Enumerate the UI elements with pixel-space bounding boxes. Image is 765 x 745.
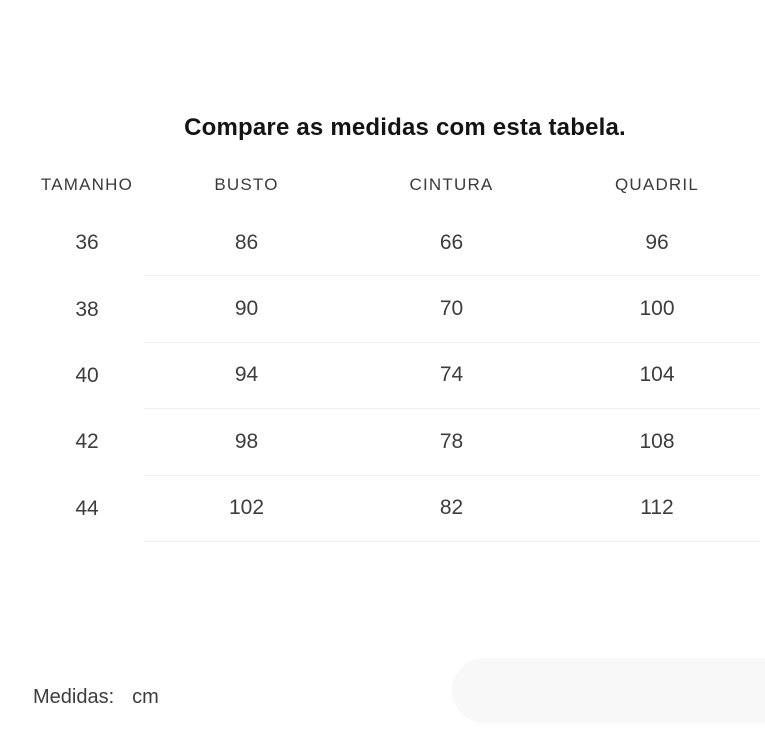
column-header-quadril: QUADRIL bbox=[615, 175, 699, 194]
quadril-cell: 104 bbox=[554, 343, 760, 410]
size-cell: 42 bbox=[75, 430, 99, 454]
size-cell: 36 bbox=[75, 231, 99, 255]
quadril-cell: 96 bbox=[554, 210, 760, 277]
size-table: TAMANHO BUSTO CINTURA QUADRIL 36 86 66 9… bbox=[30, 160, 760, 542]
cintura-cell: 82 bbox=[349, 476, 554, 542]
background-pill bbox=[452, 658, 765, 723]
column-header-tamanho: TAMANHO bbox=[40, 175, 134, 194]
measures-label: Medidas: bbox=[33, 686, 115, 708]
busto-cell: 86 bbox=[144, 210, 349, 277]
busto-cell: 102 bbox=[144, 476, 349, 542]
table-row: 40 94 74 104 bbox=[30, 343, 760, 410]
column-header-busto: BUSTO bbox=[214, 175, 279, 194]
table-row: 42 98 78 108 bbox=[30, 409, 760, 476]
cintura-cell: 74 bbox=[349, 343, 554, 410]
page-title: Compare as medidas com esta tabela. bbox=[184, 114, 626, 141]
cintura-cell: 70 bbox=[349, 276, 554, 343]
quadril-cell: 112 bbox=[554, 476, 760, 542]
busto-cell: 98 bbox=[144, 409, 349, 476]
size-cell: 44 bbox=[75, 496, 99, 520]
size-cell: 40 bbox=[75, 363, 99, 387]
size-cell: 38 bbox=[75, 297, 99, 321]
quadril-cell: 100 bbox=[554, 276, 760, 343]
cintura-cell: 66 bbox=[349, 210, 554, 277]
table-row: 36 86 66 96 bbox=[30, 210, 760, 277]
busto-cell: 94 bbox=[144, 343, 349, 410]
quadril-cell: 108 bbox=[554, 409, 760, 476]
column-header-cintura: CINTURA bbox=[409, 175, 494, 194]
busto-cell: 90 bbox=[144, 276, 349, 343]
measures-note: Medidas: cm bbox=[33, 686, 159, 709]
table-row: 38 90 70 100 bbox=[30, 276, 760, 343]
measures-unit: cm bbox=[132, 686, 159, 708]
cintura-cell: 78 bbox=[349, 409, 554, 476]
table-row: 44 102 82 112 bbox=[30, 476, 760, 542]
size-table-header-row: TAMANHO BUSTO CINTURA QUADRIL bbox=[30, 160, 760, 210]
